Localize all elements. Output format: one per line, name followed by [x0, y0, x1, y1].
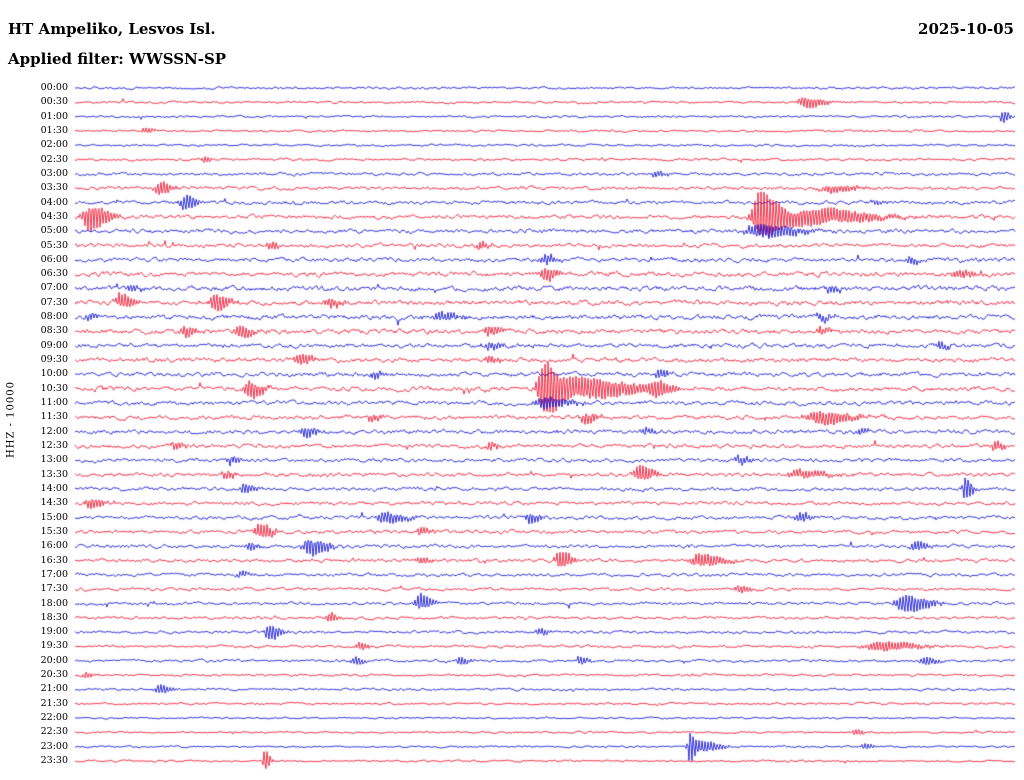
time-label: 23:00: [40, 740, 68, 752]
time-label: 10:30: [40, 382, 68, 394]
station-title: HT Ampeliko, Lesvos Isl.: [8, 20, 216, 38]
time-label: 07:00: [40, 282, 68, 294]
time-label: 22:30: [40, 726, 68, 738]
time-label: 19:30: [40, 640, 68, 652]
time-label: 11:30: [40, 411, 68, 423]
time-label: 00:30: [40, 96, 68, 108]
time-label: 14:00: [40, 482, 68, 494]
time-label: 18:30: [40, 611, 68, 623]
time-label: 04:30: [40, 210, 68, 222]
filter-label: Applied filter: WWSSN-SP: [8, 50, 227, 68]
time-label: 01:30: [40, 124, 68, 136]
record-date: 2025-10-05: [918, 20, 1014, 38]
time-label: 20:30: [40, 669, 68, 681]
time-label: 08:30: [40, 325, 68, 337]
time-label: 13:00: [40, 454, 68, 466]
time-label: 04:00: [40, 196, 68, 208]
time-label: 08:00: [40, 311, 68, 323]
time-label: 05:30: [40, 239, 68, 251]
time-label: 09:00: [40, 339, 68, 351]
time-label: 16:00: [40, 540, 68, 552]
time-label: 01:00: [40, 110, 68, 122]
time-label: 00:00: [40, 82, 68, 93]
time-label: 05:00: [40, 225, 68, 237]
time-label-column: 00:00 00:30 01:00 01:30 02:00 02:30 03:00 03:30…: [0, 0, 70, 780]
time-label: 03:30: [40, 182, 68, 194]
time-label: 21:30: [40, 697, 68, 709]
time-label: 21:00: [40, 683, 68, 695]
time-label: 16:30: [40, 554, 68, 566]
time-label: 17:00: [40, 568, 68, 580]
time-label: 15:30: [40, 525, 68, 537]
time-label: 10:00: [40, 368, 68, 380]
time-label: 12:00: [40, 425, 68, 437]
time-label: 19:00: [40, 626, 68, 638]
time-label: 20:00: [40, 654, 68, 666]
time-label: 12:30: [40, 440, 68, 451]
time-label: 15:00: [40, 511, 68, 523]
time-label: 17:30: [40, 583, 68, 595]
time-label: 22:00: [40, 712, 68, 724]
time-label: 11:00: [40, 397, 68, 409]
time-label: 09:30: [40, 354, 68, 366]
time-label: 13:30: [40, 468, 68, 480]
time-label: 18:00: [40, 597, 68, 609]
time-label: 06:00: [40, 253, 68, 265]
time-label: 06:30: [40, 268, 68, 280]
time-label: 02:30: [40, 153, 68, 165]
time-label: 03:00: [40, 167, 68, 179]
time-label: 07:30: [40, 296, 68, 308]
time-label: 14:30: [40, 497, 68, 509]
time-label: 02:00: [40, 139, 68, 151]
time-label: 23:30: [40, 755, 68, 767]
